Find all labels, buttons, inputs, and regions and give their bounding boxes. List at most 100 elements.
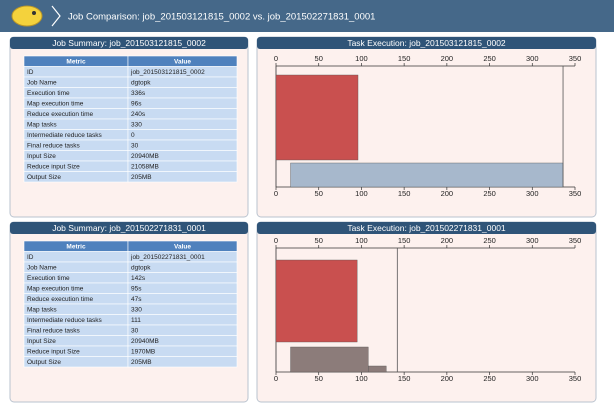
table-header: Value — [174, 243, 191, 250]
x-tick-label: 200 — [441, 236, 454, 245]
table-text: Intermediate reduce tasks — [27, 317, 103, 324]
x-tick-label: 0 — [274, 236, 278, 245]
table-text: 205MB — [131, 359, 152, 366]
table-text: Output Size — [27, 359, 61, 366]
table-text: Input Size — [27, 153, 56, 160]
table-text: 95s — [131, 285, 142, 292]
table-text: Final reduce tasks — [27, 327, 80, 334]
x-tick-label: 0 — [274, 189, 278, 198]
panel-title: Job Summary: job_201502271831_0001 — [52, 223, 206, 233]
logo-eye — [32, 11, 36, 15]
x-tick-label: 200 — [441, 374, 454, 383]
table-text: 21058MB — [131, 163, 159, 170]
x-tick-label: 150 — [398, 189, 411, 198]
table-text: Execution time — [27, 275, 70, 282]
table-text: 111 — [131, 317, 141, 324]
table-text: Job Name — [27, 79, 57, 86]
x-tick-label: 300 — [526, 189, 539, 198]
panel-header — [10, 222, 248, 234]
table-text: Input Size — [27, 338, 56, 345]
table-text: 0 — [131, 132, 135, 139]
table-text: 96s — [131, 100, 142, 107]
table-text: 47s — [131, 296, 142, 303]
table-text: Job Name — [27, 264, 57, 271]
panel-title: Task Execution: job_201503121815_0002 — [347, 38, 506, 48]
table-text: 330 — [131, 306, 142, 313]
breadcrumb-chevron — [51, 5, 61, 27]
task-bar — [290, 346, 369, 373]
table-text: 1970MB — [131, 348, 155, 355]
table-text: 240s — [131, 111, 146, 118]
table-text: Reduce input Size — [27, 163, 80, 170]
panel-header — [10, 37, 248, 49]
logo[interactable] — [11, 5, 43, 27]
panel-title: Job Summary: job_201503121815_0002 — [52, 38, 206, 48]
x-tick-label: 200 — [441, 189, 454, 198]
table-text: Map tasks — [27, 306, 57, 313]
table-cell — [127, 303, 238, 315]
table-cell — [127, 171, 238, 183]
x-tick-label: 200 — [441, 54, 454, 63]
table-cell — [23, 66, 129, 78]
x-tick-label: 350 — [569, 189, 582, 198]
table-cell — [127, 314, 238, 326]
x-tick-label: 250 — [483, 236, 496, 245]
x-tick-label: 150 — [398, 54, 411, 63]
x-tick-label: 50 — [315, 54, 323, 63]
panel-header — [257, 37, 596, 49]
table-cell — [23, 251, 129, 263]
table-text: Intermediate reduce tasks — [27, 132, 103, 139]
table-text: Reduce input Size — [27, 348, 80, 355]
panel-header — [257, 222, 596, 234]
x-tick-label: 0 — [274, 374, 278, 383]
table-text: Map execution time — [27, 100, 84, 107]
x-tick-label: 350 — [569, 374, 582, 383]
x-tick-label: 50 — [315, 236, 323, 245]
table-text: 30 — [131, 327, 139, 334]
table-text: 336s — [131, 90, 146, 97]
x-tick-label: 100 — [355, 236, 368, 245]
table-cell — [127, 139, 238, 151]
table-text: 20940MB — [131, 338, 159, 345]
table-text: Output Size — [27, 174, 61, 181]
table-header: Metric — [66, 58, 86, 65]
table-text: 20940MB — [131, 153, 159, 160]
table-cell — [127, 129, 238, 141]
table-text: job_201503121815_0002 — [130, 69, 205, 76]
x-tick-label: 0 — [274, 54, 278, 63]
x-tick-label: 350 — [569, 54, 582, 63]
table-cell — [127, 324, 238, 336]
x-tick-label: 100 — [355, 374, 368, 383]
table-text: dgtopk — [131, 264, 151, 271]
x-tick-label: 350 — [569, 236, 582, 245]
table-cell — [127, 282, 238, 294]
table-cell — [127, 356, 238, 368]
table-cell — [127, 293, 238, 305]
x-tick-label: 100 — [355, 54, 368, 63]
table-text: ID — [27, 69, 34, 76]
page-title: Job Comparison: job_201503121815_0002 vs… — [68, 12, 375, 23]
x-tick-label: 300 — [526, 236, 539, 245]
x-tick-label: 100 — [355, 189, 368, 198]
x-tick-label: 250 — [483, 54, 496, 63]
x-tick-label: 250 — [483, 374, 496, 383]
table-text: 142s — [131, 275, 146, 282]
table-text: Map execution time — [27, 285, 84, 292]
table-cell — [127, 118, 238, 130]
task-bar — [290, 162, 564, 188]
x-tick-label: 50 — [315, 374, 323, 383]
x-tick-label: 300 — [526, 374, 539, 383]
table-text: 330 — [131, 121, 142, 128]
panel-title: Task Execution: job_201502271831_0001 — [347, 223, 506, 233]
table-text: Execution time — [27, 90, 70, 97]
top-bar — [0, 0, 614, 32]
table-header: Metric — [66, 243, 86, 250]
task-bar — [275, 74, 359, 161]
x-tick-label: 300 — [526, 54, 539, 63]
table-text: ID — [27, 254, 34, 261]
table-text: Final reduce tasks — [27, 142, 80, 149]
x-tick-label: 150 — [398, 374, 411, 383]
task-bar — [275, 259, 358, 343]
